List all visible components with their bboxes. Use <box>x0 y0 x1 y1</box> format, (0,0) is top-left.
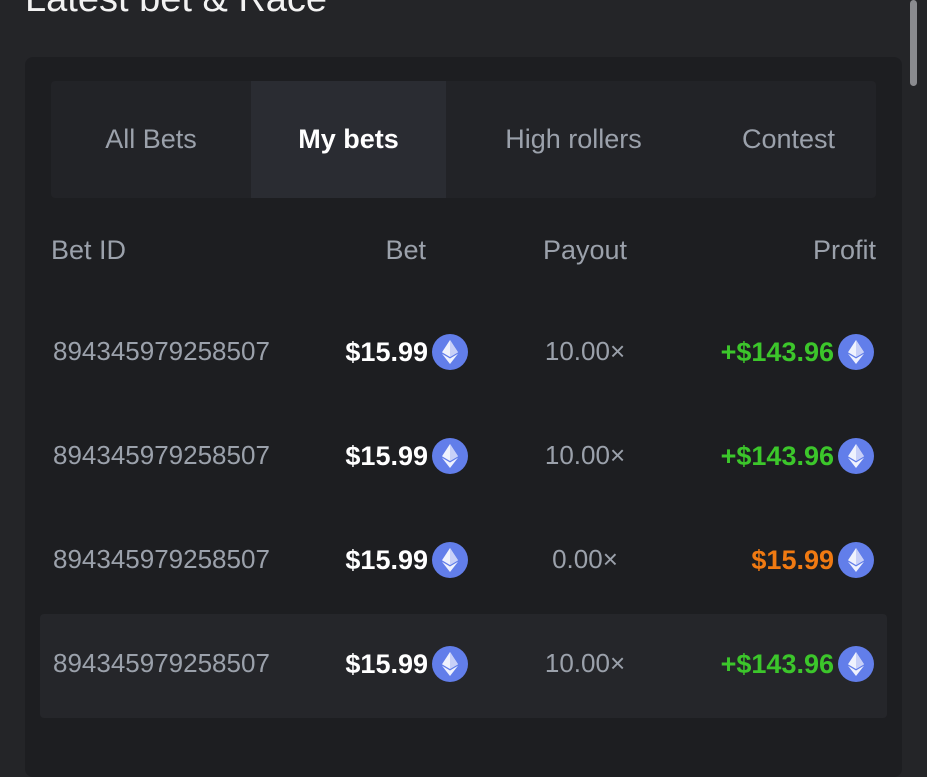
tab-all-bets[interactable]: All Bets <box>105 124 197 154</box>
profit: +$143.96 <box>721 438 874 474</box>
header-payout: Payout <box>542 235 628 265</box>
tab-my-bets[interactable]: My bets <box>251 81 446 198</box>
table-row[interactable]: 894345979258507 $15.99 10.00× +$143.96 <box>40 406 887 510</box>
scrollbar[interactable] <box>910 0 917 86</box>
bet-id: 894345979258507 <box>53 440 270 470</box>
payout: 0.00× <box>552 544 618 574</box>
bet-value: $15.99 <box>345 544 428 575</box>
table-header: Bet ID Bet Payout Profit <box>25 235 902 271</box>
ethereum-icon <box>432 438 468 474</box>
bet-id: 894345979258507 <box>53 544 270 574</box>
tab-contest[interactable]: Contest <box>741 124 836 154</box>
ethereum-icon <box>432 334 468 370</box>
bet-amount: $15.99 <box>345 542 468 578</box>
tab-bar: All Bets My bets High rollers Contest <box>51 81 876 198</box>
tab-high-rollers[interactable]: High rollers <box>505 124 642 154</box>
bet-amount: $15.99 <box>345 334 468 370</box>
section-title: Latest bet & Race <box>25 0 327 21</box>
profit: +$143.96 <box>721 646 874 682</box>
ethereum-icon <box>838 646 874 682</box>
table-row[interactable]: 894345979258507 $15.99 0.00× $15.99 <box>40 510 887 614</box>
payout: 10.00× <box>544 440 626 470</box>
ethereum-icon <box>432 542 468 578</box>
header-bet-id: Bet ID <box>51 235 127 265</box>
header-profit: Profit <box>812 235 876 265</box>
bet-value: $15.99 <box>345 648 428 679</box>
profit-value: +$143.96 <box>720 336 834 367</box>
profit-value: +$143.96 <box>720 648 834 679</box>
profit-value: $15.99 <box>751 544 834 575</box>
ethereum-icon <box>838 438 874 474</box>
bet-amount: $15.99 <box>345 438 468 474</box>
bet-value: $15.99 <box>345 336 428 367</box>
bet-amount: $15.99 <box>345 646 468 682</box>
payout: 10.00× <box>544 648 626 678</box>
ethereum-icon <box>838 542 874 578</box>
payout: 10.00× <box>544 336 626 366</box>
table-row[interactable]: 894345979258507 $15.99 10.00× +$143.96 <box>40 614 887 718</box>
profit-value: +$143.96 <box>720 440 834 471</box>
table-row[interactable]: 894345979258507 $15.99 10.00× +$143.96 <box>40 302 887 406</box>
bet-id: 894345979258507 <box>53 648 270 678</box>
header-bet: Bet <box>385 235 426 265</box>
ethereum-icon <box>432 646 468 682</box>
bet-value: $15.99 <box>345 440 428 471</box>
profit: $15.99 <box>751 542 874 578</box>
ethereum-icon <box>838 334 874 370</box>
bets-panel: All Bets My bets High rollers Contest Be… <box>25 57 902 777</box>
profit: +$143.96 <box>721 334 874 370</box>
bet-id: 894345979258507 <box>53 336 270 366</box>
